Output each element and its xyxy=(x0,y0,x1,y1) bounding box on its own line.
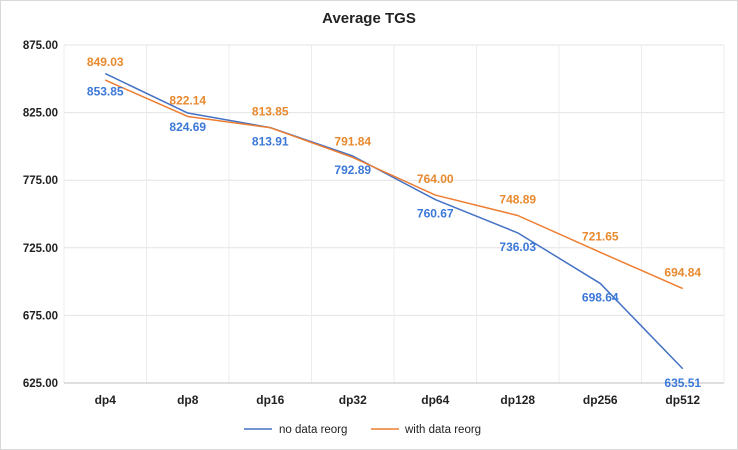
y-tick-label: 675.00 xyxy=(23,310,58,322)
data-label-with-data-reorg: 791.84 xyxy=(334,134,371,148)
data-label-with-data-reorg: 822.14 xyxy=(169,93,206,107)
x-tick-label: dp512 xyxy=(665,393,700,407)
data-label-with-data-reorg: 813.85 xyxy=(252,105,289,119)
gridlines xyxy=(63,44,725,384)
series-line-with-data-reorg xyxy=(104,79,684,290)
data-label-with-data-reorg: 748.89 xyxy=(499,193,536,207)
data-label-no-data-reorg: 824.69 xyxy=(169,120,206,134)
data-label-no-data-reorg: 736.03 xyxy=(499,240,536,254)
series-line-no-data-reorg xyxy=(104,72,684,370)
data-label-no-data-reorg: 698.64 xyxy=(582,290,619,304)
y-tick-label: 625.00 xyxy=(23,378,58,390)
data-label-no-data-reorg: 813.91 xyxy=(252,135,289,149)
y-tick-label: 775.00 xyxy=(23,175,58,187)
data-label-with-data-reorg: 721.65 xyxy=(582,229,619,243)
data-labels: 853.85 824.69 813.91 792.89 760.67 736.03 698.… xyxy=(87,55,702,390)
x-tick-label: dp128 xyxy=(500,393,535,407)
legend: no data reorg with data reorg xyxy=(244,424,481,436)
data-label-with-data-reorg: 849.03 xyxy=(87,55,124,69)
series-lines xyxy=(104,72,684,370)
y-tick-label: 875.00 xyxy=(23,40,58,52)
x-tick-label: dp16 xyxy=(256,393,284,407)
x-tick-label: dp8 xyxy=(177,393,199,407)
legend-no-data-reorg-label: no data reorg xyxy=(279,424,347,436)
x-tick-label: dp256 xyxy=(583,393,618,407)
y-tick-label: 825.00 xyxy=(23,108,58,120)
x-tick-label: dp4 xyxy=(95,393,117,407)
data-label-with-data-reorg: 764.00 xyxy=(417,172,454,186)
data-label-no-data-reorg: 853.85 xyxy=(87,85,124,99)
data-label-no-data-reorg: 760.67 xyxy=(417,207,454,221)
x-tick-label: dp32 xyxy=(339,393,367,407)
data-label-no-data-reorg: 635.51 xyxy=(664,376,701,390)
chart-title: Average TGS xyxy=(322,10,416,27)
data-label-no-data-reorg: 792.89 xyxy=(334,163,371,177)
y-tick-label: 725.00 xyxy=(23,243,58,255)
x-tick-label: dp64 xyxy=(421,393,449,407)
legend-with-data-reorg-label: with data reorg xyxy=(404,424,481,436)
data-label-with-data-reorg: 694.84 xyxy=(664,266,701,280)
axes: 625.00 675.00 725.00 775.00 825.00 875.00 dp4 d… xyxy=(23,40,724,407)
